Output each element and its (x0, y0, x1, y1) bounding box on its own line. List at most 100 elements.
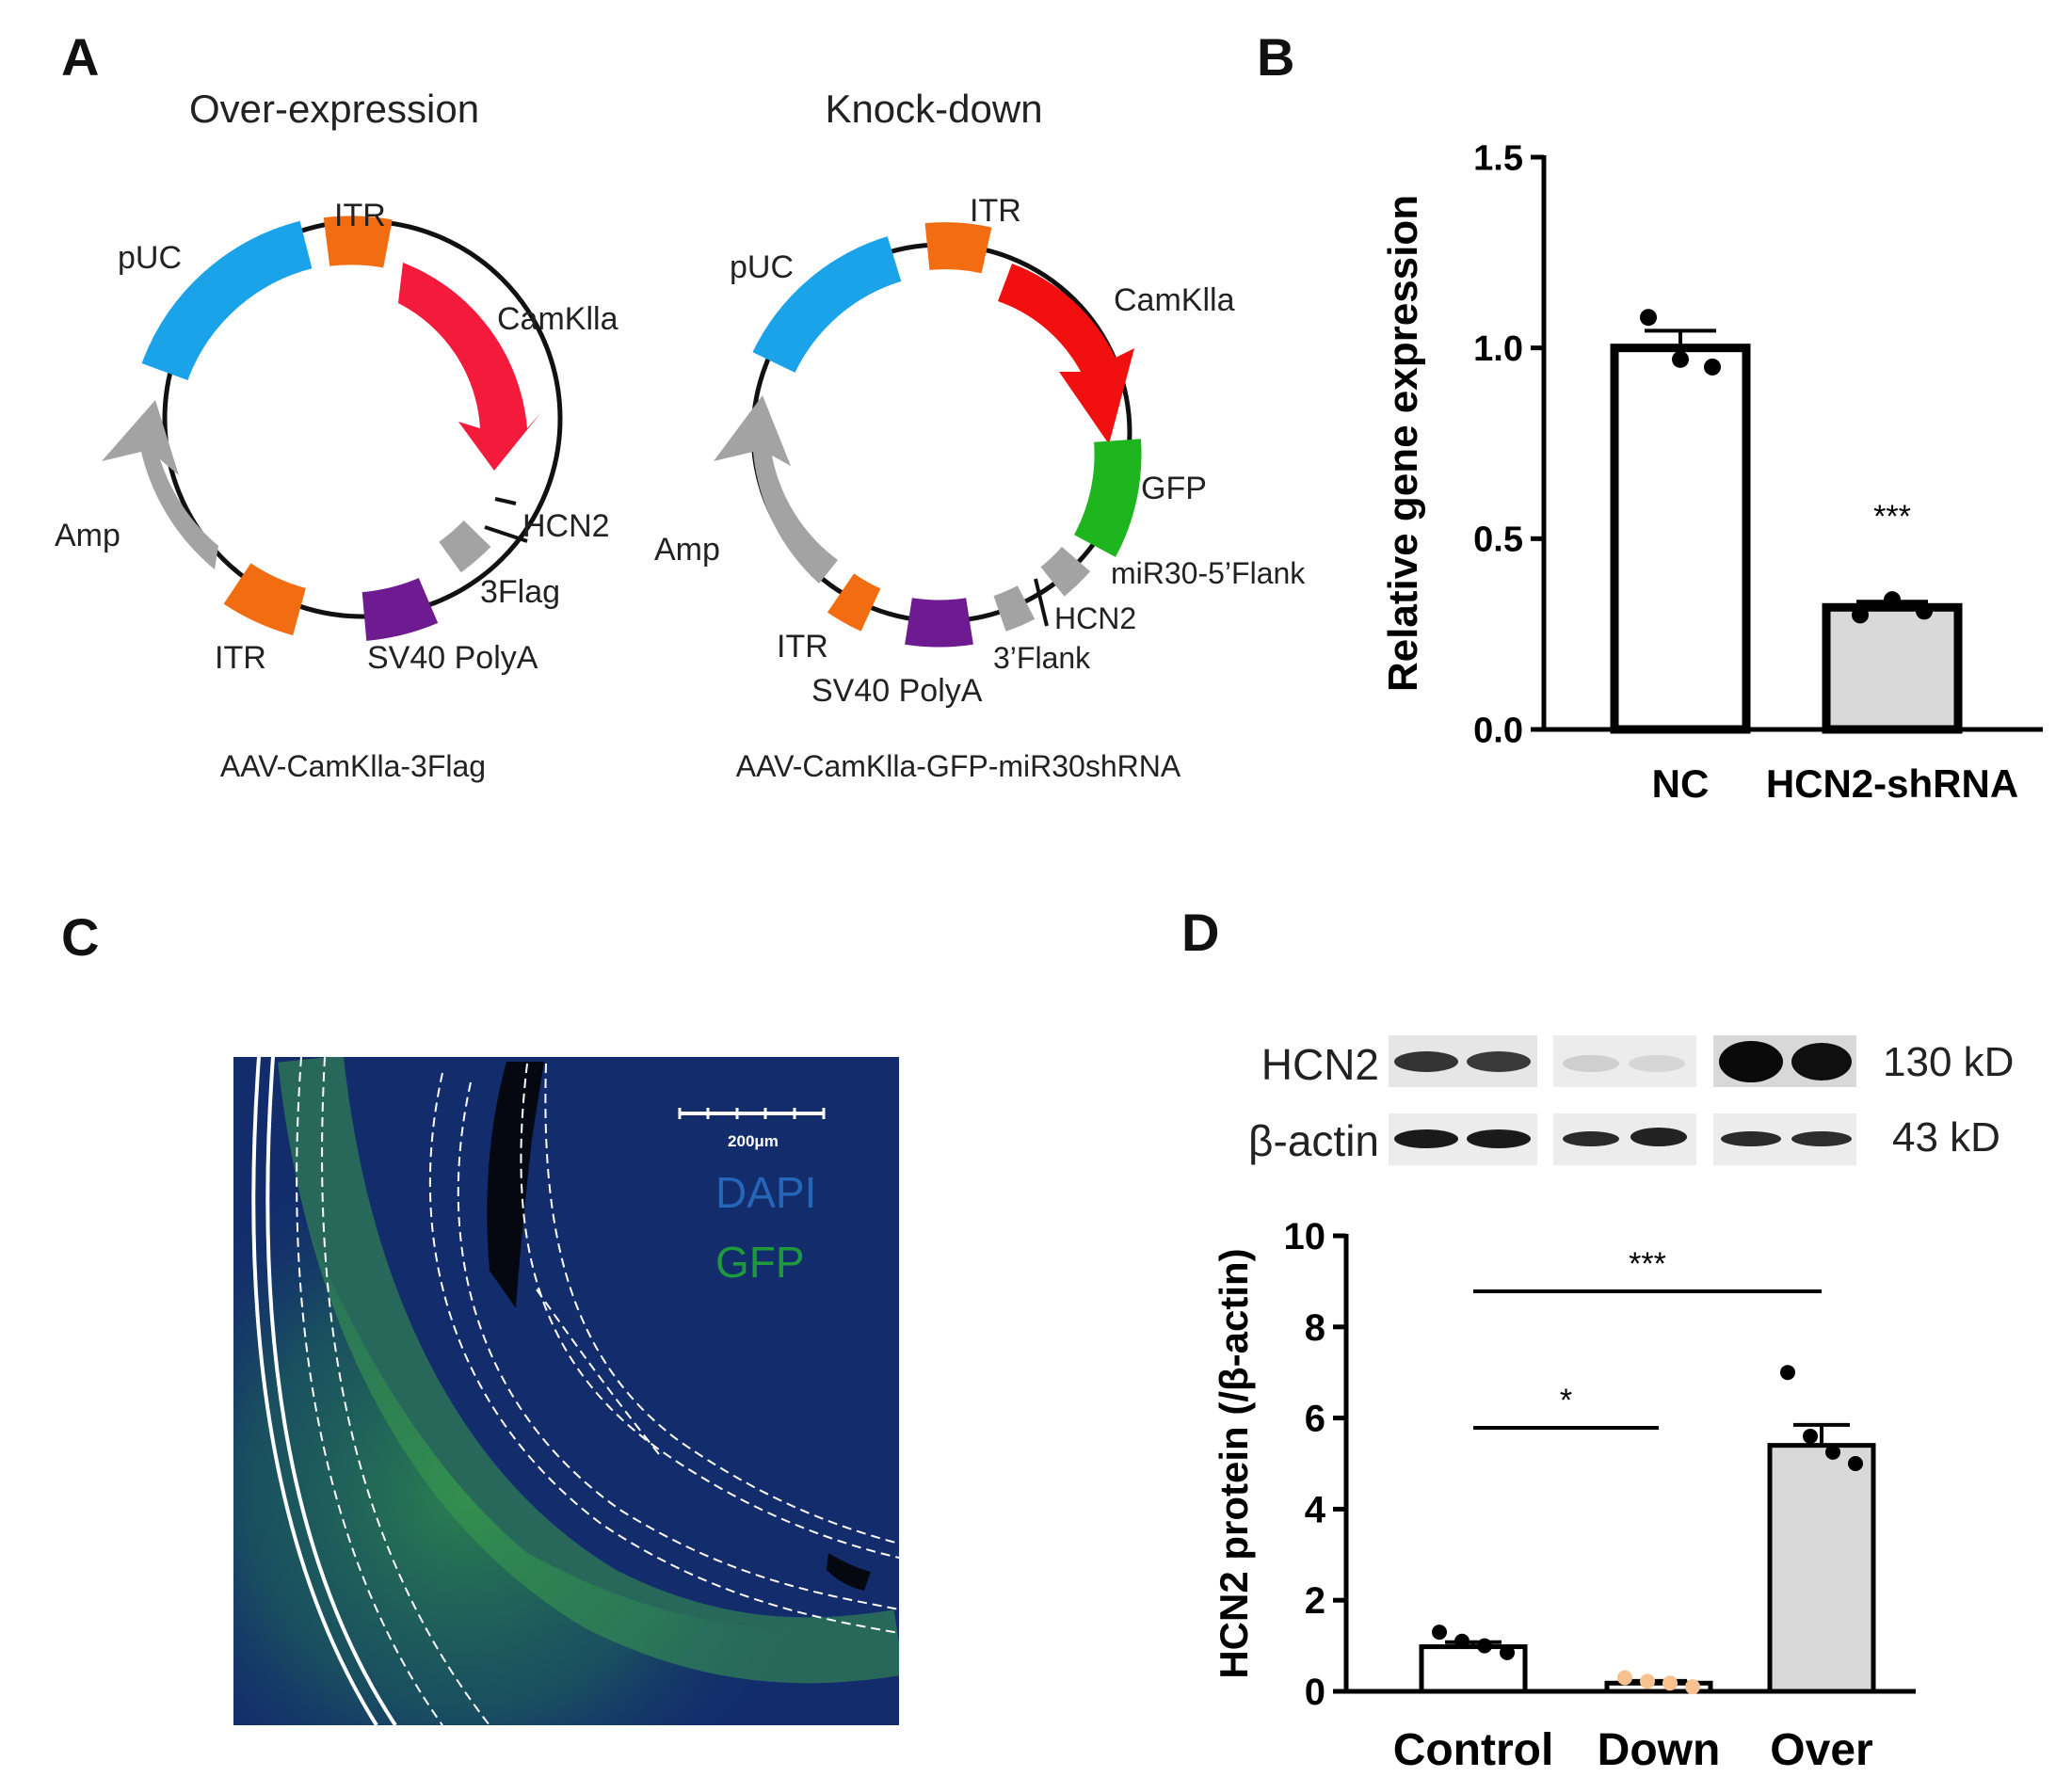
boundary-solid-1 (265, 1057, 397, 1725)
sv40-segment (361, 577, 439, 641)
band-hcn2-control-1 (1394, 1051, 1458, 1072)
data-point (1640, 309, 1657, 327)
band-actin-control-2 (1467, 1129, 1531, 1148)
western-blot: HCN2 β-actin 130 kD 43 kD (1248, 1035, 2014, 1165)
data-point (1780, 1365, 1795, 1381)
band-hcn2-over-1 (1719, 1041, 1783, 1082)
oe-label-itr-bottom: ITR (215, 640, 266, 676)
hcn2-tick-1 (494, 497, 517, 505)
data-point (1884, 591, 1901, 609)
knockdown-plasmid-map (714, 222, 1142, 648)
significance-label: *** (1873, 499, 1911, 535)
hcn2-protein-chart: 0 2 4 6 8 10 HCN2 protein (/β-actin) Control Dow… (1212, 1216, 1916, 1775)
panel-a-letter: A (61, 27, 99, 87)
x-tick-label: Control (1393, 1725, 1554, 1775)
data-point (1672, 350, 1689, 368)
kd-label-3flank: 3’Flank (993, 641, 1091, 675)
kd-itr-bottom-segment (827, 573, 881, 632)
blot-size-hcn2: 130 kD (1883, 1039, 2014, 1085)
y-tick-label: 0.0 (1473, 711, 1523, 750)
oe-label-itr-top: ITR (334, 198, 386, 233)
puc-segment (141, 220, 313, 381)
y-tick-label: 2 (1305, 1580, 1325, 1622)
itr-top-segment (323, 216, 393, 268)
boundary-dashed-6 (544, 1063, 899, 1545)
y-axis-label: HCN2 protein (/β-actin) (1212, 1248, 1256, 1678)
data-point (1617, 1670, 1632, 1686)
y-tick-label: 6 (1305, 1399, 1325, 1440)
boundary-dashed-7 (536, 1289, 660, 1455)
oe-label-3flag: 3Flag (480, 574, 560, 610)
ventricle-dark-tail (827, 1553, 871, 1591)
x-tick-label: Down (1598, 1725, 1721, 1775)
boundary-dashed-2 (321, 1057, 490, 1725)
kd-label-gfp: GFP (1141, 471, 1207, 506)
kd-label-itr-top: ITR (970, 193, 1021, 229)
band-actin-down-1 (1563, 1131, 1619, 1146)
3flag-segment (438, 520, 491, 573)
y-tick-label: 1.0 (1473, 329, 1523, 369)
band-hcn2-down-2 (1629, 1055, 1685, 1072)
gfp-band (233, 1059, 899, 1725)
y-tick-label: 0.5 (1473, 520, 1523, 560)
kd-hcn2-tick (1034, 578, 1049, 627)
oe-label-camklla: CamKlla (497, 301, 618, 337)
data-point (1432, 1625, 1447, 1641)
panel-c-letter: C (61, 907, 99, 967)
boundary-dashed-4 (457, 1081, 899, 1610)
kd-label-camklla: CamKlla (1114, 282, 1235, 318)
y-tick-label: 4 (1305, 1489, 1326, 1530)
blot-label-actin: β-actin (1248, 1116, 1379, 1165)
data-point (1662, 1675, 1678, 1691)
x-tick-label: NC (1652, 761, 1710, 806)
band-actin-down-2 (1630, 1128, 1687, 1146)
amp-arrow (102, 400, 218, 569)
data-point (1803, 1428, 1818, 1444)
x-tick-label: Over (1770, 1725, 1872, 1775)
oe-label-amp: Amp (55, 518, 120, 553)
band-hcn2-down-1 (1563, 1055, 1619, 1072)
data-point (1848, 1456, 1863, 1471)
boundary-solid-2 (251, 1057, 378, 1725)
miR30-segment (1040, 546, 1091, 597)
itr-bottom-segment (223, 563, 307, 636)
boundary-dashed-1 (296, 1057, 443, 1725)
band-hcn2-over-2 (1791, 1043, 1852, 1081)
relative-expression-chart: 0.0 0.5 1.0 1.5 Relative gene expression NC HC… (1380, 138, 2043, 806)
data-point (1704, 358, 1721, 376)
band-hcn2-control-2 (1467, 1051, 1531, 1072)
data-point (1640, 1673, 1655, 1689)
kd-label-puc: pUC (730, 249, 794, 285)
scale-bar-label: 200μm (728, 1132, 779, 1150)
y-tick-label: 8 (1305, 1307, 1325, 1349)
gfp-cell-layer (278, 1057, 899, 1684)
overexpression-plasmid-map (102, 216, 563, 641)
bar (1767, 1443, 1876, 1694)
kd-itr-top-segment (924, 222, 992, 274)
kd-label-itr-bottom: ITR (777, 629, 828, 664)
hcn2-tick-2 (484, 525, 528, 543)
boundary-dashed-3 (428, 1072, 899, 1634)
band-actin-control-1 (1394, 1129, 1458, 1148)
kd-label-hcn2: HCN2 (1054, 601, 1136, 635)
data-point (1500, 1644, 1515, 1660)
data-point (1477, 1638, 1492, 1654)
oe-label-hcn2: HCN2 (522, 508, 610, 544)
legend-gfp: GFP (715, 1238, 805, 1287)
boundary-dashed-5 (520, 1063, 899, 1559)
kd-label-sv40: SV40 PolyA (811, 673, 983, 709)
oe-label-sv40: SV40 PolyA (367, 640, 538, 676)
data-point (1916, 602, 1933, 620)
y-tick-label: 1.5 (1473, 138, 1523, 178)
overexpression-vector-name: AAV-CamKlla-3Flag (220, 749, 486, 783)
oe-label-puc: pUC (118, 240, 182, 276)
3flank-segment (993, 585, 1036, 632)
blot-size-actin: 43 kD (1892, 1114, 2000, 1161)
y-tick-label: 0 (1305, 1672, 1325, 1713)
legend-dapi: DAPI (715, 1168, 816, 1217)
kd-sv40-segment (905, 598, 973, 648)
kd-puc-segment (752, 236, 902, 374)
knockdown-vector-name: AAV-CamKlla-GFP-miR30shRNA (736, 749, 1181, 783)
data-point (1825, 1444, 1840, 1460)
